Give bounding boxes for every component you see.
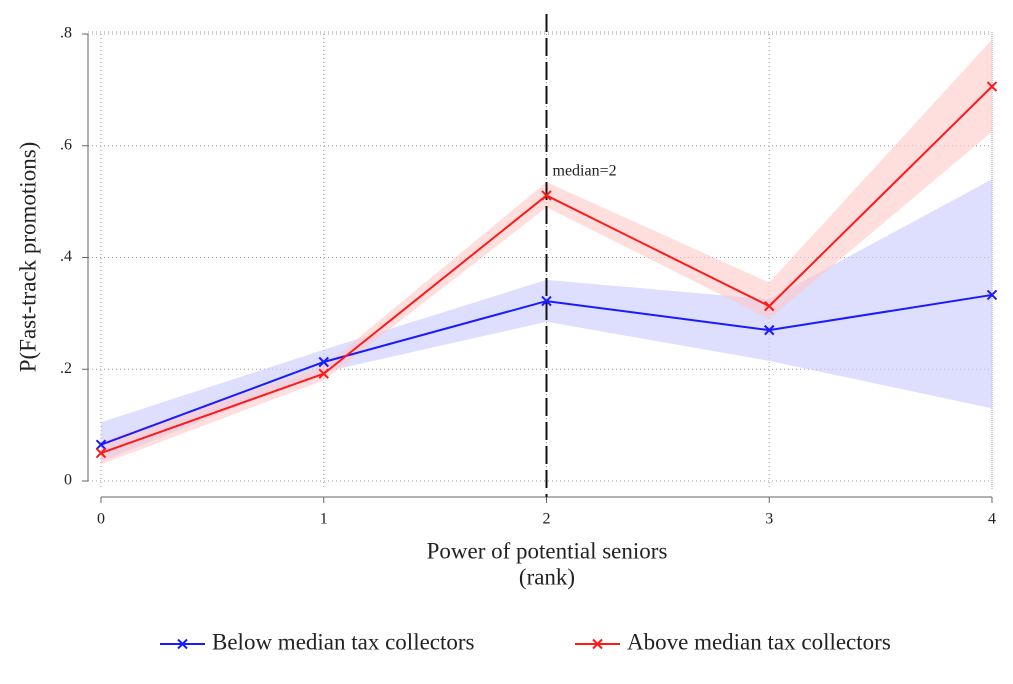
marker [541,190,552,201]
x-axis-label: (rank) [519,564,575,589]
annotation: median=2 [553,163,617,180]
marker [986,289,998,301]
x-axis-label: Power of potential seniors [427,538,668,563]
y-tick-label: .8 [60,25,72,42]
x-tick-label: 1 [320,511,328,528]
x-tick-label: 3 [765,511,773,528]
y-tick-label: 0 [64,472,72,489]
marker [95,447,107,459]
x-tick-label: 4 [988,511,996,528]
legend-label: Below median tax collectors [212,629,475,654]
marker [986,81,998,92]
y-tick-label: .4 [60,248,72,265]
marker [764,300,775,312]
legend-label: Above median tax collectors [627,629,891,654]
marker [541,295,552,307]
marker [95,439,107,450]
y-tick-label: .2 [60,360,72,377]
x-tick-label: 2 [543,511,551,528]
marker [318,368,329,379]
y-tick-label: .6 [60,136,72,153]
legend-marker [592,638,603,650]
legend-marker [177,638,188,650]
y-axis-label: P(Fast-track promotions) [15,142,40,373]
marker [764,324,775,336]
confidence-band [101,179,992,462]
marker [318,356,329,368]
x-tick-label: 0 [97,511,105,528]
